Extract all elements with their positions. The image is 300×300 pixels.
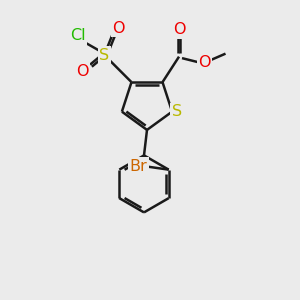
Text: O: O bbox=[112, 21, 125, 36]
Text: O: O bbox=[173, 22, 185, 37]
Text: S: S bbox=[99, 48, 110, 63]
Text: O: O bbox=[198, 55, 211, 70]
Text: Br: Br bbox=[130, 159, 148, 174]
Text: O: O bbox=[76, 64, 88, 79]
Text: S: S bbox=[172, 104, 182, 119]
Text: Cl: Cl bbox=[70, 28, 85, 43]
